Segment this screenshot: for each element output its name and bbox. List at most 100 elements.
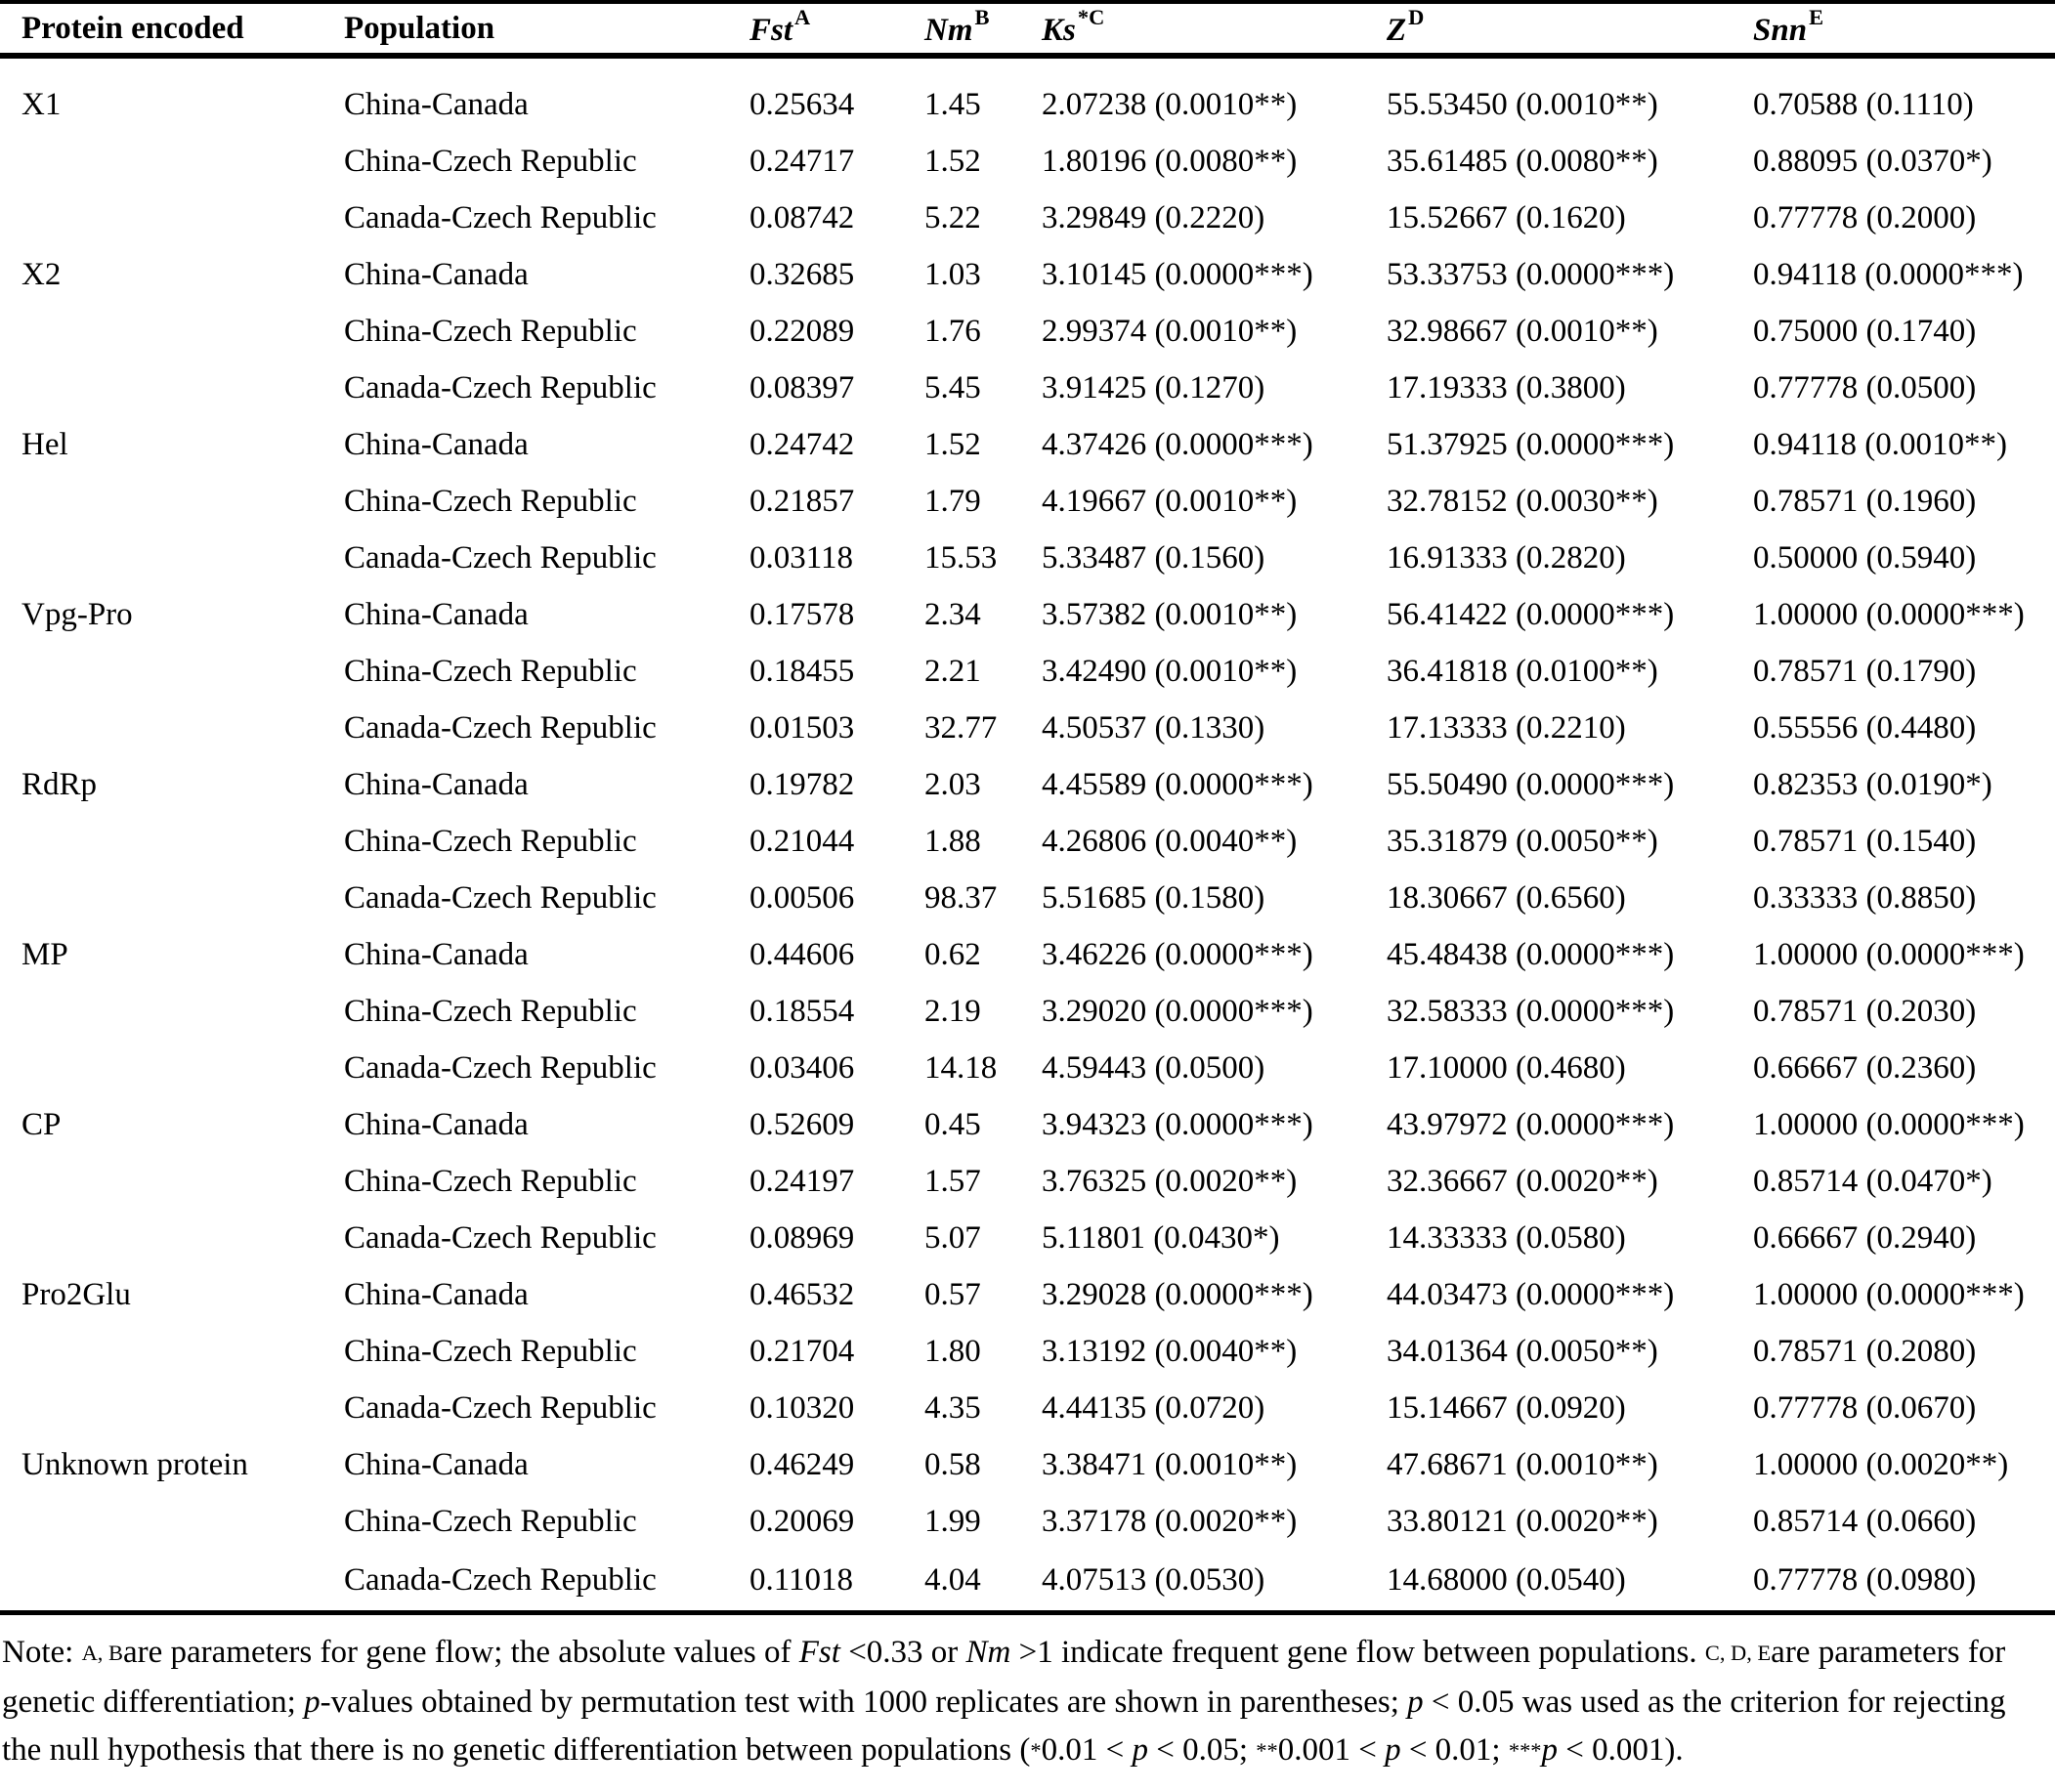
col-header-superscript: A [794,5,811,30]
cell-population: Canada-Czech Republic [344,369,657,405]
cell-protein-encoded: RdRp [21,766,98,802]
cell-nm: 2.34 [924,596,981,632]
cell-nm: 1.80 [924,1333,981,1369]
cell-protein-encoded [0,530,344,586]
col-header-label: Protein encoded [21,10,244,46]
cell-protein-encoded: X1 [21,86,62,122]
cell-protein-encoded [0,1210,344,1266]
cell-snn: 0.85714 (0.0660) [1753,1503,1977,1539]
gene-flow-statistics-table: Protein encoded Population FstA NmB Ks*C… [0,0,2055,1615]
cell-z: 15.52667 (0.1620) [1387,199,1626,235]
table-row: China-Czech Republic 0.24717 1.52 1.8019… [0,133,2055,190]
cell-ks: 4.44135 (0.0720) [1042,1389,1265,1426]
cell-fst: 0.21857 [749,483,855,519]
cell-ks: 3.76325 (0.0020**) [1042,1163,1298,1199]
col-header-superscript: *C [1077,5,1105,30]
table-row: CP China-Canada 0.52609 0.45 3.94323 (0.… [0,1096,2055,1153]
cell-snn: 0.78571 (0.1790) [1753,653,1977,689]
cell-nm: 2.03 [924,766,981,802]
cell-ks: 4.07513 (0.0530) [1042,1550,1387,1615]
cell-protein-encoded: Vpg-Pro [21,596,133,632]
cell-fst: 0.46532 [749,1276,855,1312]
cell-ks: 3.94323 (0.0000***) [1042,1106,1313,1142]
col-header-fst: FstA [749,2,924,59]
cell-population: China-Canada [344,1446,529,1482]
cell-z: 43.97972 (0.0000***) [1387,1106,1675,1142]
col-header-label: Fst [749,12,793,48]
cell-z: 51.37925 (0.0000***) [1387,426,1675,462]
cell-nm: 0.58 [924,1446,981,1482]
cell-nm: 5.22 [924,199,981,235]
cell-z: 32.36667 (0.0020**) [1387,1163,1658,1199]
table-row: China-Czech Republic 0.18455 2.21 3.4249… [0,643,2055,700]
cell-snn: 0.94118 (0.0010**) [1753,426,2008,462]
table-row: X1 China-Canada 0.25634 1.45 2.07238 (0.… [0,56,2055,133]
cell-z: 33.80121 (0.0020**) [1387,1503,1658,1539]
cell-nm: 5.45 [924,369,981,405]
cell-z: 32.78152 (0.0030**) [1387,483,1658,519]
cell-population: China-Canada [344,1106,529,1142]
col-header-label: Nm [924,12,973,48]
cell-z: 47.68671 (0.0010**) [1387,1446,1658,1482]
table-row: Canada-Czech Republic 0.10320 4.35 4.441… [0,1380,2055,1436]
cell-snn: 0.78571 (0.1960) [1753,483,1977,519]
cell-fst: 0.25634 [749,86,855,122]
cell-fst: 0.17578 [749,596,855,632]
cell-fst: 0.32685 [749,256,855,292]
cell-nm: 0.45 [924,1106,981,1142]
cell-population: China-Czech Republic [344,993,637,1029]
cell-protein-encoded [0,1380,344,1436]
table-footnote: Note: A, Bare parameters for gene flow; … [2,1635,2006,1768]
cell-protein-encoded [0,1550,344,1615]
cell-protein-encoded: Pro2Glu [21,1276,131,1312]
cell-population: China-Canada [344,936,529,972]
cell-snn: 1.00000 (0.0000***) [1753,936,2025,972]
cell-protein-encoded [0,1040,344,1096]
table-row: X2 China-Canada 0.32685 1.03 3.10145 (0.… [0,246,2055,303]
cell-nm: 2.19 [924,993,981,1029]
table-row: Canada-Czech Republic 0.08969 5.07 5.118… [0,1210,2055,1266]
table-row: MP China-Canada 0.44606 0.62 3.46226 (0.… [0,926,2055,983]
cell-fst: 0.21704 [749,1333,855,1369]
table-header-row: Protein encoded Population FstA NmB Ks*C… [0,2,2055,59]
cell-population: China-Czech Republic [344,1163,637,1199]
table-row: Pro2Glu China-Canada 0.46532 0.57 3.2902… [0,1266,2055,1323]
cell-protein-encoded [0,1493,344,1550]
cell-fst: 0.20069 [749,1503,855,1539]
cell-snn: 1.00000 (0.0000***) [1753,596,2025,632]
table-row: Canada-Czech Republic 0.08742 5.22 3.298… [0,190,2055,246]
cell-z: 14.68000 (0.0540) [1387,1550,1753,1615]
cell-z: 17.19333 (0.3800) [1387,369,1626,405]
cell-snn: 0.66667 (0.2940) [1753,1219,1977,1256]
cell-snn: 0.78571 (0.1540) [1753,823,1977,859]
cell-ks: 4.26806 (0.0040**) [1042,823,1298,859]
table-row: China-Czech Republic 0.22089 1.76 2.9937… [0,303,2055,360]
col-header-label: Ks [1042,12,1076,48]
col-header-population: Population [344,2,749,59]
cell-fst: 0.18554 [749,993,855,1029]
cell-population: Canada-Czech Republic [344,1049,657,1086]
cell-population: China-Czech Republic [344,483,637,519]
cell-ks: 3.29020 (0.0000***) [1042,993,1313,1029]
col-header-z: ZD [1387,2,1753,59]
cell-ks: 2.07238 (0.0010**) [1042,86,1298,122]
cell-protein-encoded [0,643,344,700]
cell-nm: 5.07 [924,1219,981,1256]
table-body: X1 China-Canada 0.25634 1.45 2.07238 (0.… [0,56,2055,1615]
cell-fst: 0.11018 [749,1550,924,1615]
table-row: Unknown protein China-Canada 0.46249 0.5… [0,1436,2055,1493]
cell-fst: 0.18455 [749,653,855,689]
cell-snn: 0.82353 (0.0190*) [1753,766,1992,802]
table-row: China-Czech Republic 0.21857 1.79 4.1966… [0,473,2055,530]
col-header-snn: SnnE [1753,2,2055,59]
cell-z: 53.33753 (0.0000***) [1387,256,1675,292]
cell-fst: 0.08397 [749,369,855,405]
cell-nm: 1.88 [924,823,981,859]
table-row: RdRp China-Canada 0.19782 2.03 4.45589 (… [0,756,2055,813]
cell-population: Canada-Czech Republic [344,199,657,235]
cell-ks: 3.91425 (0.1270) [1042,369,1265,405]
table-row: Vpg-Pro China-Canada 0.17578 2.34 3.5738… [0,586,2055,643]
cell-population: China-Canada [344,766,529,802]
cell-z: 35.61485 (0.0080**) [1387,143,1658,179]
cell-ks: 3.37178 (0.0020**) [1042,1503,1298,1539]
